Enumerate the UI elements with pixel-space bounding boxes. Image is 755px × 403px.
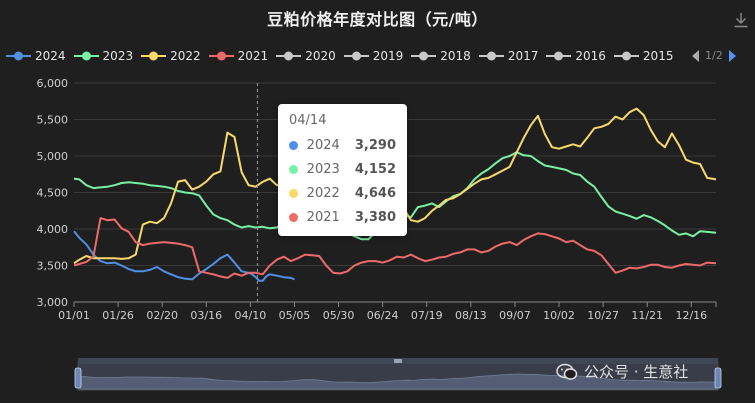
tooltip-value: 4,152: [354, 161, 396, 177]
legend-marker-icon: [276, 51, 302, 61]
series-dot-icon: [289, 164, 298, 174]
y-tick-label: 6,000: [37, 77, 69, 90]
x-tick-label: 10/27: [587, 309, 619, 322]
y-tick-label: 4,000: [37, 223, 69, 236]
x-tick-label: 02/20: [146, 309, 178, 322]
series-dot-icon: [289, 188, 298, 198]
x-tick-label: 01/01: [58, 309, 90, 322]
legend-item-2015[interactable]: 2015: [613, 49, 674, 63]
legend-item-2017[interactable]: 2017: [478, 49, 539, 63]
legend: 2024 2023 2022 2021 2020 2019 2018 2017 2016 2015: [6, 47, 681, 65]
legend-item-2022[interactable]: 2022: [141, 49, 201, 63]
legend-marker-icon: [411, 51, 437, 61]
legend-marker-icon: [546, 51, 572, 61]
tooltip-row-2021: 2021 3,380: [289, 205, 396, 229]
y-tick-label: 4,500: [37, 187, 69, 200]
legend-marker-icon: [141, 51, 167, 61]
tooltip-row-2024: 2024 3,290: [289, 133, 396, 157]
tooltip-value: 3,290: [354, 137, 396, 153]
legend-label: 2016: [575, 49, 606, 63]
x-tick-label: 12/16: [675, 309, 707, 322]
legend-label: 2020: [305, 49, 336, 63]
series-line-2024[interactable]: [73, 230, 295, 282]
x-tick-label: 07/19: [411, 309, 443, 322]
x-tick-label: 08/13: [455, 309, 487, 322]
legend-next-icon[interactable]: [728, 49, 736, 62]
legend-marker-icon: [73, 51, 99, 61]
legend-item-2018[interactable]: 2018: [411, 49, 471, 63]
x-tick-label: 09/07: [499, 309, 531, 322]
x-tick-label: 03/16: [190, 309, 222, 322]
legend-marker-icon: [478, 51, 504, 61]
legend-item-2019[interactable]: 2019: [343, 49, 404, 63]
x-tick-label: 05/30: [323, 309, 355, 322]
legend-label: 2018: [440, 49, 471, 63]
watermark-text: 公众号 · 生意社: [584, 363, 689, 381]
legend-label: 2017: [507, 49, 539, 63]
x-tick-label: 10/02: [543, 309, 575, 322]
legend-label: 2019: [372, 49, 404, 63]
wechat-icon: [556, 363, 578, 380]
y-tick-label: 3,000: [37, 296, 69, 309]
x-tick-label: 01/26: [102, 309, 134, 322]
x-tick-label: 06/24: [367, 309, 399, 322]
legend-item-2021[interactable]: 2021: [208, 49, 269, 63]
tooltip-value: 4,646: [354, 185, 396, 201]
y-tick-label: 5,500: [37, 114, 69, 127]
legend-marker-icon: [613, 51, 639, 61]
x-axis: 01/01 01/26 02/20 03/16 04/10 05/05 05/30 06/24…: [58, 301, 717, 322]
tooltip-year: 2021: [306, 209, 340, 225]
legend-label: 2015: [642, 49, 674, 63]
y-axis-tick-labels: 3,000 3,500 4,000 4,500 5,000 5,500 6,000: [37, 77, 69, 309]
legend-item-2024[interactable]: 2024: [6, 49, 66, 63]
tooltip-value: 3,380: [354, 209, 396, 225]
legend-label: 2021: [237, 49, 269, 63]
series-line-2021[interactable]: [73, 217, 717, 279]
tooltip-row-2023: 2023 4,152: [289, 157, 396, 181]
legend-item-2020[interactable]: 2020: [276, 49, 336, 63]
legend-marker-icon: [208, 51, 234, 61]
watermark: 公众号 · 生意社: [556, 361, 688, 382]
tooltip-date: 04/14: [289, 113, 327, 128]
tooltip-year: 2024: [306, 137, 340, 153]
tooltip-year: 2022: [306, 185, 340, 201]
x-tick-label: 04/10: [235, 309, 267, 322]
download-icon[interactable]: [733, 12, 749, 28]
y-tick-label: 5,000: [37, 150, 69, 163]
legend-prev-icon[interactable]: [692, 49, 700, 62]
x-tick-label: 11/21: [631, 309, 663, 322]
tooltip-year: 2023: [306, 161, 340, 177]
series-dot-icon: [289, 140, 298, 150]
legend-pager: 1/2: [692, 49, 736, 62]
series-dot-icon: [289, 212, 298, 222]
x-tick-label: 05/05: [279, 309, 311, 322]
legend-marker-icon: [343, 51, 369, 61]
legend-marker-icon: [6, 51, 31, 61]
legend-item-2023[interactable]: 2023: [73, 49, 134, 63]
legend-item-2016[interactable]: 2016: [546, 49, 606, 63]
chart-title: 豆粕价格年度对比图（元/吨）: [267, 10, 488, 29]
y-tick-label: 3,500: [37, 260, 69, 273]
legend-page-indicator: 1/2: [705, 49, 723, 62]
tooltip: 04/14 2024 3,290 2023 4,152 2022 4,646 2021 3,3…: [278, 104, 407, 236]
legend-label: 2022: [170, 49, 201, 63]
legend-label: 2024: [35, 49, 66, 63]
tooltip-row-2022: 2022 4,646: [289, 181, 396, 205]
legend-label: 2023: [102, 49, 134, 63]
